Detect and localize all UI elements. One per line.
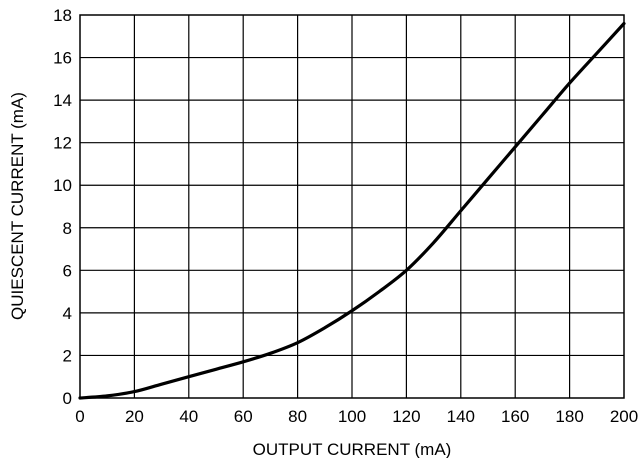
x-axis-label: OUTPUT CURRENT (mA) bbox=[253, 440, 452, 458]
y-tick-label: 16 bbox=[53, 49, 72, 68]
x-tick-label: 20 bbox=[125, 407, 144, 426]
y-tick-label: 6 bbox=[63, 261, 72, 280]
x-tick-label: 0 bbox=[75, 407, 84, 426]
x-tick-label: 160 bbox=[501, 407, 529, 426]
y-tick-labels: 0 2 4 6 8 10 12 14 16 18 bbox=[53, 6, 72, 408]
y-axis-label: QUIESCENT CURRENT (mA) bbox=[8, 92, 27, 320]
series-line bbox=[78, 21, 626, 400]
plot-frame bbox=[79, 14, 625, 399]
y-tick-label: 10 bbox=[53, 176, 72, 195]
x-tick-labels: 0 20 40 60 80 100 120 140 160 180 200 bbox=[75, 407, 638, 426]
y-tick-label: 0 bbox=[63, 389, 72, 408]
grid bbox=[80, 15, 624, 398]
x-tick-label: 100 bbox=[338, 407, 366, 426]
y-tick-label: 18 bbox=[53, 6, 72, 25]
y-tick-label: 2 bbox=[63, 346, 72, 365]
x-tick-label: 40 bbox=[179, 407, 198, 426]
x-tick-label: 80 bbox=[288, 407, 307, 426]
y-tick-label: 14 bbox=[53, 91, 72, 110]
y-tick-label: 4 bbox=[63, 304, 72, 323]
x-tick-label: 120 bbox=[392, 407, 420, 426]
y-tick-label: 8 bbox=[63, 219, 72, 238]
x-tick-label: 180 bbox=[555, 407, 583, 426]
x-tick-label: 140 bbox=[447, 407, 475, 426]
x-tick-label: 200 bbox=[610, 407, 638, 426]
y-tick-label: 12 bbox=[53, 134, 72, 153]
x-tick-label: 60 bbox=[234, 407, 253, 426]
